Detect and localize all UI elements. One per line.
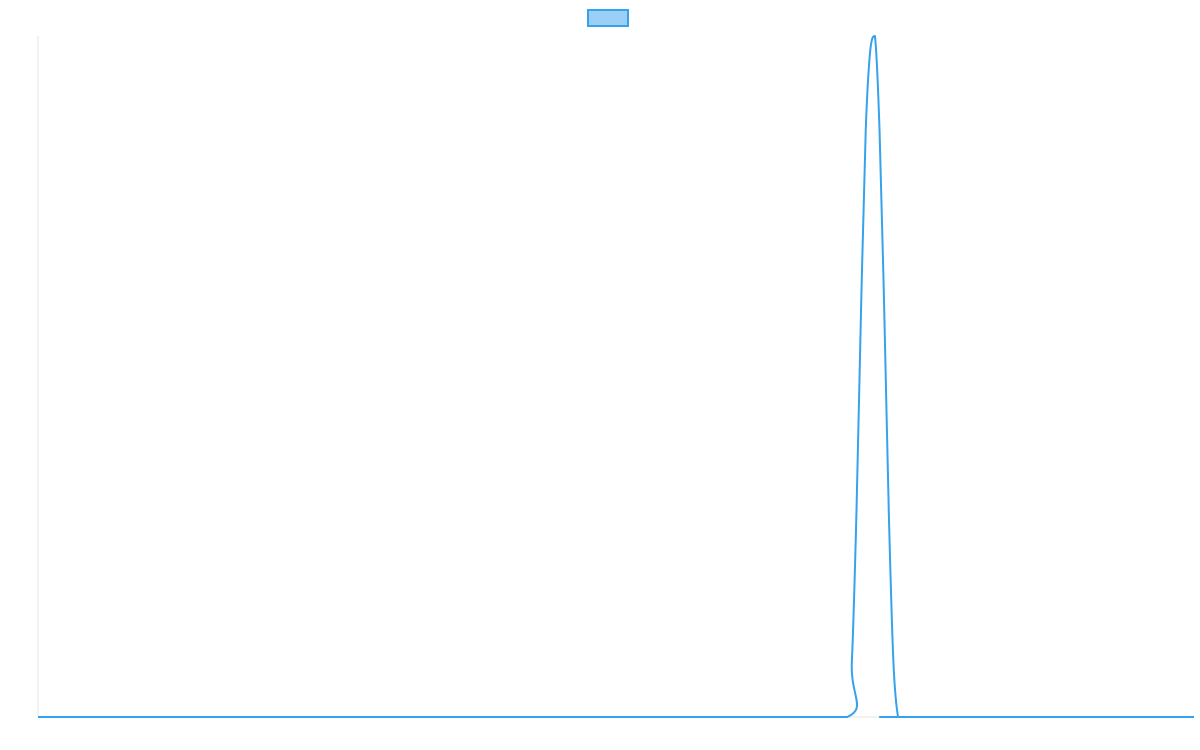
legend-swatch[interactable] <box>587 9 629 27</box>
series-layer <box>37 35 1194 719</box>
series-line[interactable] <box>37 35 1194 719</box>
axes <box>37 36 1194 718</box>
legend[interactable] <box>587 9 629 27</box>
